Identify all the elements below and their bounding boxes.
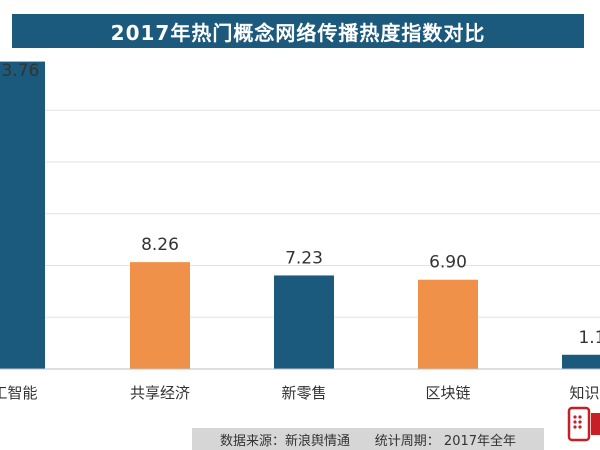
footer-source-bar: 数据来源：新浪舆情通 统计周期： 2017年全年: [192, 428, 544, 450]
bar-2: [274, 275, 334, 369]
source-text: 数据来源：新浪舆情通: [219, 433, 350, 449]
bar-3: [418, 279, 478, 369]
category-labels: 工智能 共享经济 新零售 区块链 知识付: [0, 384, 600, 402]
category-label-0: 工智能: [0, 384, 38, 402]
bar-1: [130, 262, 190, 369]
category-label-4: 知识付: [569, 384, 600, 402]
category-label-1: 共享经济: [130, 384, 190, 402]
value-label-1: 8.26: [141, 235, 179, 255]
value-label-4: 1.1: [578, 328, 600, 348]
value-label-2: 7.23: [285, 248, 323, 268]
bar-4: [562, 354, 600, 369]
period-text: 统计周期： 2017年全年: [374, 433, 517, 449]
bars: [0, 61, 600, 369]
value-labels: 23.76 8.26 7.23 6.90 1.1: [0, 61, 600, 348]
bar-0: [0, 61, 45, 369]
brand-logo-icon: [567, 406, 600, 442]
footer-spacer: [350, 432, 375, 447]
value-label-0: 23.76: [0, 61, 39, 81]
value-label-3: 6.90: [429, 253, 467, 273]
chart-title: 2017年热门概念网络传播热度指数对比: [12, 14, 584, 48]
category-label-2: 新零售: [281, 384, 326, 402]
category-label-3: 区块链: [425, 384, 470, 402]
